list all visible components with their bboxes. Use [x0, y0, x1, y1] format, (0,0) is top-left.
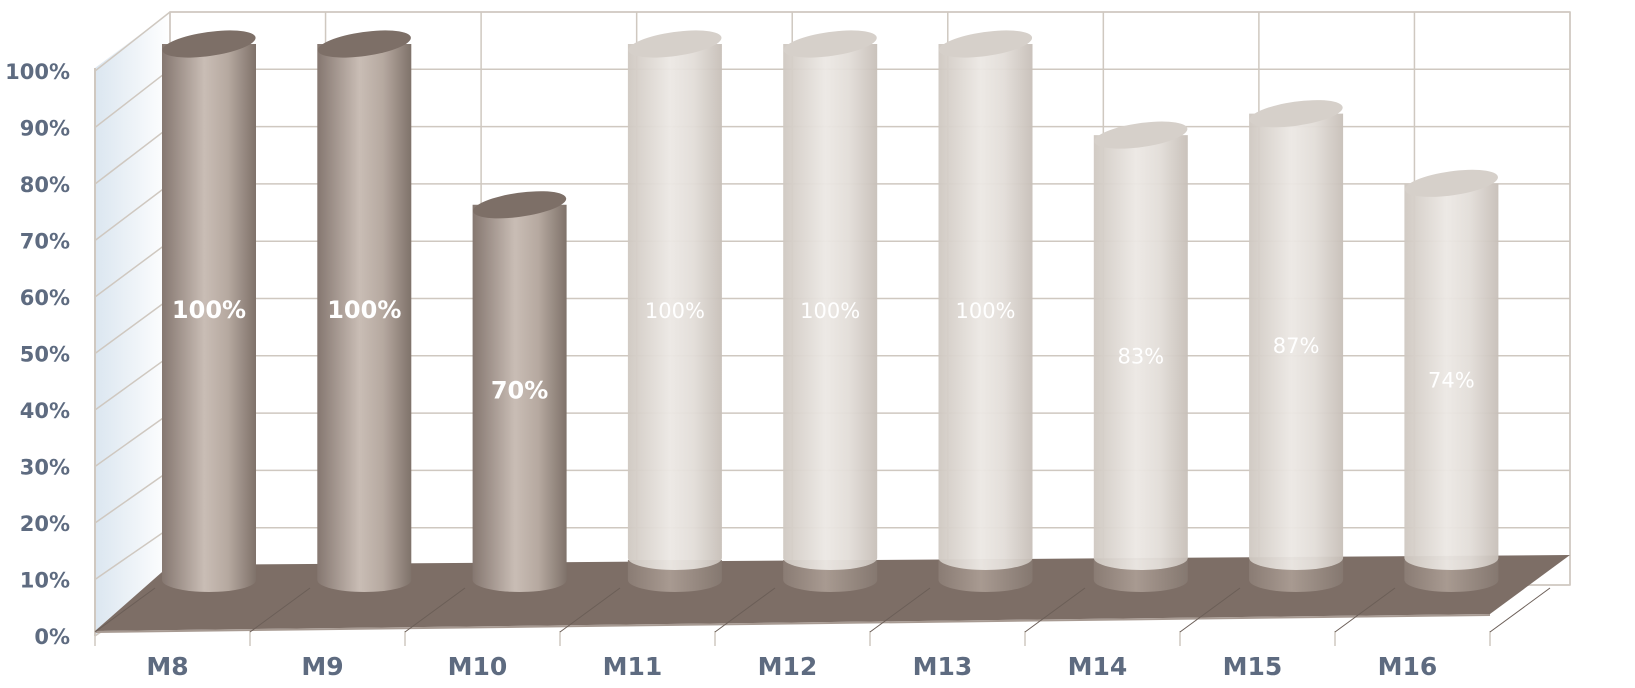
- x-tick-label: M8: [146, 652, 188, 681]
- floor-divider: [1179, 587, 1241, 633]
- x-tick-label: M9: [301, 652, 343, 681]
- y-tick-label: 70%: [20, 230, 70, 254]
- bar-M14: [1093, 121, 1188, 592]
- x-tick-label: M16: [1378, 652, 1438, 681]
- bar-body: [1404, 183, 1499, 571]
- bar-top: [317, 30, 411, 58]
- y-tick-label: 50%: [20, 343, 70, 367]
- data-label: 100%: [800, 299, 860, 323]
- bar-M8: [162, 30, 256, 592]
- bar-top: [162, 30, 256, 58]
- gridline-side: [94, 355, 171, 411]
- x-tick-label: M11: [603, 652, 663, 681]
- y-tick-label: 0%: [34, 625, 70, 649]
- floor-plane: [95, 555, 1570, 631]
- gridline-side: [94, 126, 171, 185]
- data-label: 100%: [645, 299, 705, 323]
- y-tick-label: 90%: [20, 117, 70, 141]
- bar-body: [1093, 135, 1188, 570]
- floor-edge: [95, 614, 1490, 633]
- data-label: 100%: [955, 299, 1015, 323]
- data-labels: 100% 100% 70% 100% 100% 100% 83% 87% 74%: [172, 296, 1475, 404]
- y-tick-label: 30%: [20, 456, 70, 480]
- gridline-side: [94, 240, 171, 298]
- bar-top: [938, 30, 1033, 58]
- bar-body: [627, 44, 722, 570]
- bar-M10: [472, 191, 567, 592]
- bar-top: [1404, 169, 1498, 197]
- y-tick-label: 80%: [20, 173, 70, 197]
- floor-divider: [1334, 587, 1396, 633]
- gridline-side: [94, 11, 171, 72]
- bar-top: [1249, 100, 1343, 128]
- y-tick-label: 40%: [20, 399, 70, 423]
- x-tick-label: M13: [913, 652, 973, 681]
- floor-divider: [1489, 587, 1551, 633]
- bar-body: [472, 204, 567, 592]
- bar-top: [783, 30, 877, 58]
- bar-top: [473, 191, 567, 219]
- floor-divider: [1024, 587, 1086, 633]
- bar-M13: [938, 30, 1033, 592]
- bar-M15: [1249, 100, 1344, 592]
- bar-M12: [783, 30, 878, 592]
- bar-body: [1249, 113, 1344, 570]
- gridline-side: [94, 297, 171, 355]
- x-tick-label: M12: [758, 652, 818, 681]
- chart-floor: [94, 555, 1570, 646]
- y-tick-label: 20%: [20, 512, 70, 536]
- data-label: 74%: [1428, 369, 1475, 393]
- gridline-side: [94, 412, 171, 468]
- bar-M11: [627, 30, 722, 592]
- bars: [162, 30, 1499, 592]
- x-tick-label: M10: [448, 652, 508, 681]
- y-tick-label: 60%: [20, 286, 70, 310]
- side-wall: [95, 12, 170, 636]
- floor-divider: [404, 587, 466, 633]
- y-tick-label: 10%: [20, 569, 70, 593]
- x-tick-label: M14: [1068, 652, 1128, 681]
- floor-divider: [249, 587, 311, 633]
- gridline-side: [94, 469, 171, 524]
- bar-top: [1094, 121, 1188, 149]
- floor-divider: [714, 587, 776, 633]
- gridline-side: [94, 68, 171, 129]
- bar-body: [162, 44, 256, 592]
- floor-divider: [559, 587, 621, 633]
- axis-labels: M8 M9 M10 M11 M12 M13 M14 M15 M16 0% 10% 20% 30% 40% 5…: [5, 60, 1437, 681]
- floor-divider: [94, 587, 156, 633]
- bar-M9: [317, 30, 412, 592]
- bar-top: [628, 30, 722, 58]
- data-label: 87%: [1273, 334, 1320, 358]
- gridline-side: [94, 183, 171, 242]
- data-label: 100%: [327, 296, 401, 324]
- gridline-side: [94, 527, 171, 581]
- bar-body: [317, 44, 412, 592]
- data-label: 70%: [491, 376, 548, 404]
- bar-body: [938, 44, 1033, 570]
- bar-M16: [1404, 169, 1499, 592]
- x-tick-label: M15: [1223, 652, 1283, 681]
- data-label: 83%: [1117, 345, 1164, 369]
- floor-divider: [869, 587, 931, 633]
- bar-body: [783, 44, 878, 570]
- data-label: 100%: [172, 296, 246, 324]
- y-tick-label: 100%: [5, 60, 70, 84]
